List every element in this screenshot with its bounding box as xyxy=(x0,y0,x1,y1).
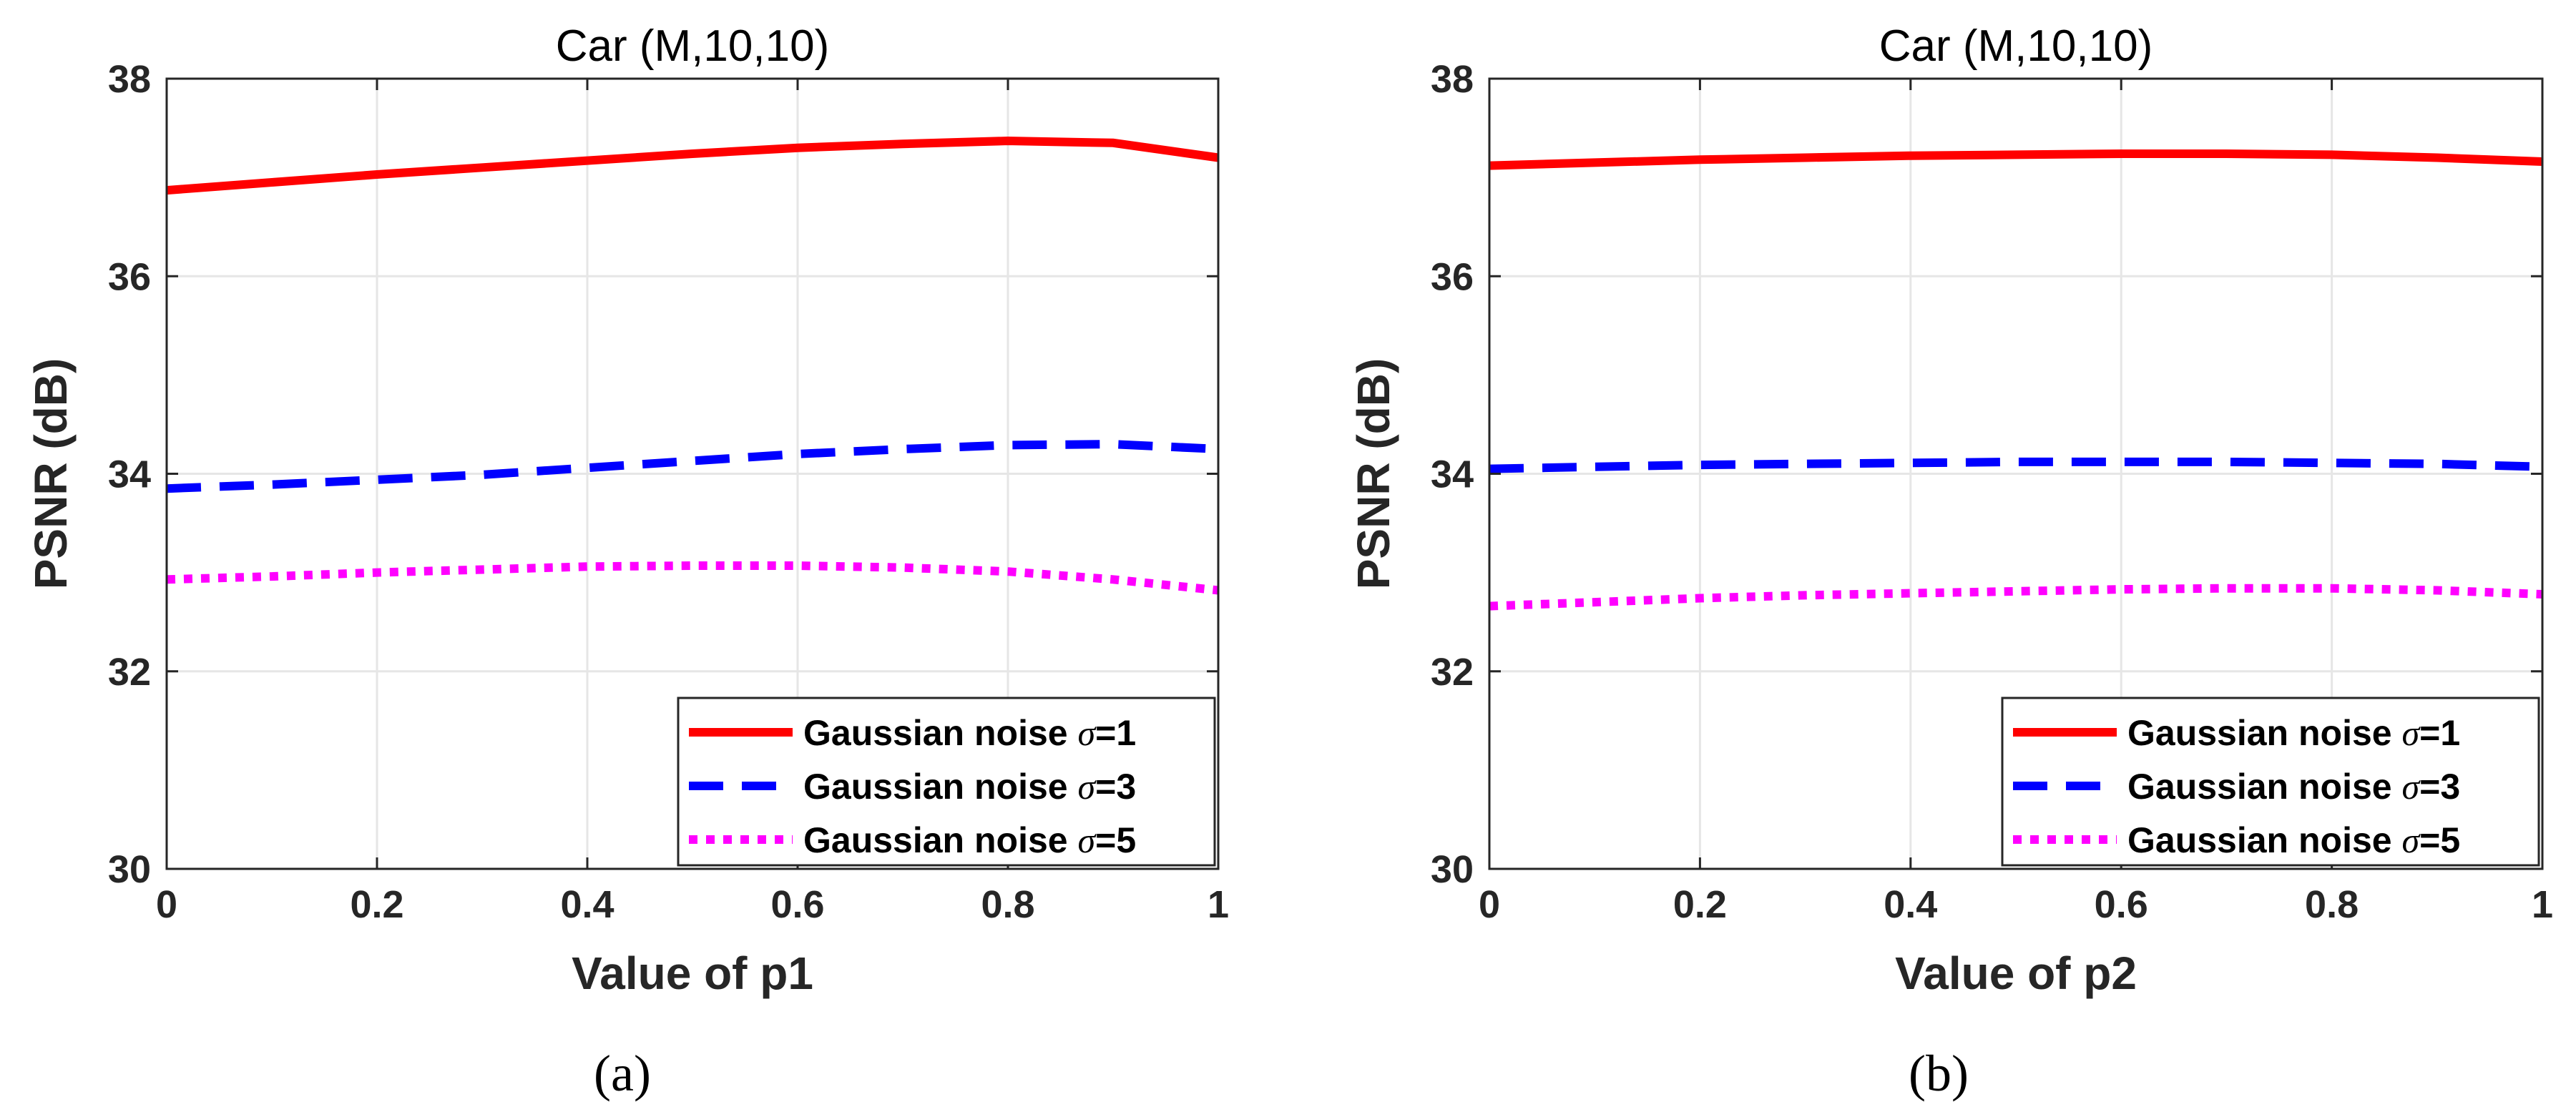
y-tick-label: 32 xyxy=(108,651,151,694)
y-tick-label: 38 xyxy=(108,58,151,101)
chart-panel-b: 0 0.2 0.4 0.6 0.8 1 30 32 34 36 38 Car (M,10,10) Val… xyxy=(1348,21,2553,1102)
legend-label: Gaussian noise xyxy=(803,767,1077,807)
legend-sigma: σ xyxy=(2401,820,2421,860)
legend-sigma-value: =5 xyxy=(2419,820,2460,860)
y-tick-label: 34 xyxy=(108,453,151,496)
series-line-solid xyxy=(166,136,1219,195)
y-tick-label: 36 xyxy=(108,255,151,298)
legend-label: Gaussian noise xyxy=(803,713,1077,753)
y-tick-label: 36 xyxy=(1431,255,1474,298)
legend-sigma-value: =3 xyxy=(2419,767,2460,807)
x-axis-label: Value of p2 xyxy=(1895,948,2137,999)
legend-entry: Gaussian noise σ=5 xyxy=(803,820,1136,860)
figure-caption: (b) xyxy=(1909,1045,1969,1102)
series-line-dashed xyxy=(166,440,1219,493)
legend-sigma: σ xyxy=(1077,767,1097,807)
x-tick-label: 0.8 xyxy=(981,883,1034,926)
y-tick-label: 38 xyxy=(1431,58,1474,101)
series-line-solid xyxy=(1489,149,2543,170)
legend-sigma-value: =3 xyxy=(1095,767,1136,807)
y-tick-label: 30 xyxy=(1431,848,1474,891)
legend-entry: Gaussian noise σ=1 xyxy=(803,713,1136,753)
series-line-dotted xyxy=(166,561,1219,595)
chart-title: Car (M,10,10) xyxy=(556,21,829,71)
series-line-dotted xyxy=(1489,584,2543,611)
x-tick-label: 0.4 xyxy=(560,883,614,926)
y-tick-label: 34 xyxy=(1431,453,1474,496)
legend-entry: Gaussian noise σ=5 xyxy=(2127,820,2460,860)
y-axis-label: PSNR (dB) xyxy=(25,358,77,590)
x-tick-label: 0.8 xyxy=(2305,883,2359,926)
x-tick-label: 0.6 xyxy=(2095,883,2148,926)
legend-sigma: σ xyxy=(1077,713,1097,753)
legend-label: Gaussian noise xyxy=(2127,713,2401,753)
x-tick-label: 0.6 xyxy=(770,883,824,926)
x-tick-label: 0 xyxy=(1479,883,1500,926)
y-tick-label: 30 xyxy=(108,848,151,891)
legend-sigma: σ xyxy=(1077,820,1097,860)
legend-label: Gaussian noise xyxy=(803,820,1077,860)
chart-title: Car (M,10,10) xyxy=(1879,21,2153,71)
legend-sigma: σ xyxy=(2401,767,2421,807)
x-tick-label: 1 xyxy=(1208,883,1229,926)
x-tick-label: 0 xyxy=(156,883,177,926)
x-tick-label: 1 xyxy=(2532,883,2553,926)
legend-entry: Gaussian noise σ=3 xyxy=(803,767,1136,807)
chart-panel-a: 0 0.2 0.4 0.6 0.8 1 30 32 34 36 38 Car (M,10,10) Val… xyxy=(25,21,1229,1102)
y-axis-label: PSNR (dB) xyxy=(1348,358,1399,590)
figure-caption: (a) xyxy=(594,1045,651,1102)
legend-label: Gaussian noise xyxy=(2127,820,2401,860)
series-line-dashed xyxy=(1489,457,2543,473)
legend-sigma-value: =1 xyxy=(2419,713,2460,753)
legend-label: Gaussian noise xyxy=(2127,767,2401,807)
legend-entry: Gaussian noise σ=1 xyxy=(2127,713,2460,753)
x-tick-label: 0.2 xyxy=(1673,883,1727,926)
legend-sigma: σ xyxy=(2401,713,2421,753)
legend-sigma-value: =1 xyxy=(1095,713,1136,753)
y-tick-label: 32 xyxy=(1431,651,1474,694)
legend-sigma-value: =5 xyxy=(1095,820,1136,860)
legend-entry: Gaussian noise σ=3 xyxy=(2127,767,2460,807)
x-tick-label: 0.2 xyxy=(350,883,403,926)
x-axis-label: Value of p1 xyxy=(572,948,813,999)
x-tick-label: 0.4 xyxy=(1884,883,1937,926)
